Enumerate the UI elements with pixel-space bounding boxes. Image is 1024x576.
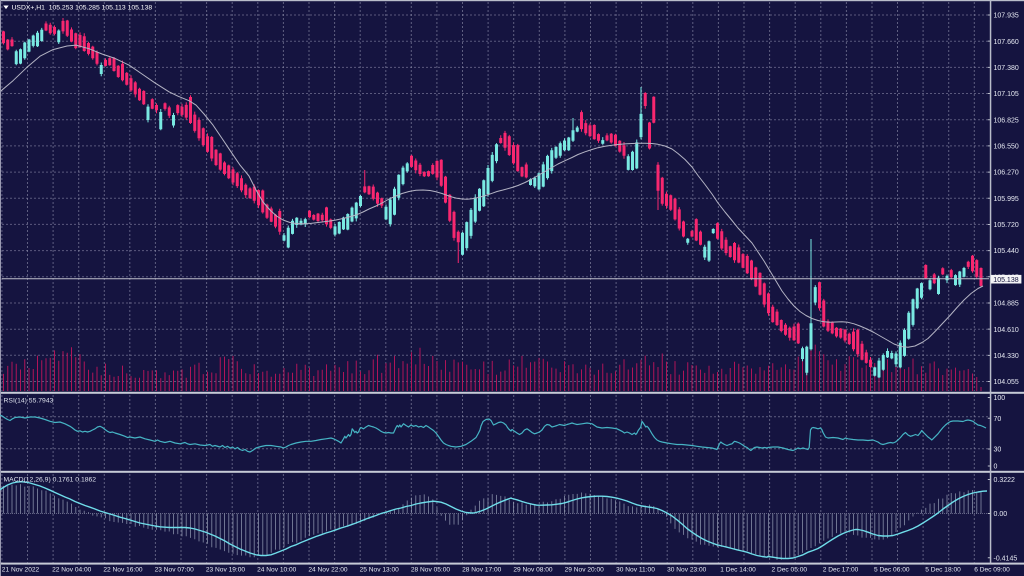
svg-text:100: 100 [994, 395, 1006, 402]
svg-text:USDX+,H1 105.253 105.285 105.: USDX+,H1 105.253 105.285 105.113 105.138 [12, 5, 153, 12]
svg-text:107.105: 107.105 [994, 91, 1019, 98]
svg-text:0: 0 [994, 464, 998, 471]
svg-text:104.610: 104.610 [994, 327, 1019, 334]
svg-text:107.935: 107.935 [994, 13, 1019, 20]
svg-text:30: 30 [994, 447, 1002, 454]
svg-text:RSI(14) 55.7943: RSI(14) 55.7943 [4, 397, 54, 404]
svg-text:107.380: 107.380 [994, 65, 1019, 72]
svg-text:-0.4145: -0.4145 [994, 555, 1018, 562]
svg-text:30 Nov 23:00: 30 Nov 23:00 [667, 567, 707, 574]
svg-text:28 Nov 05:00: 28 Nov 05:00 [411, 567, 451, 574]
svg-text:5 Dec 18:00: 5 Dec 18:00 [925, 567, 961, 574]
svg-text:107.660: 107.660 [994, 39, 1019, 46]
svg-text:104.885: 104.885 [994, 301, 1019, 308]
svg-text:6 Dec 09:00: 6 Dec 09:00 [974, 567, 1010, 574]
svg-text:0.00: 0.00 [994, 511, 1008, 518]
svg-text:29 Nov 20:00: 29 Nov 20:00 [565, 567, 605, 574]
svg-text:22 Nov 16:00: 22 Nov 16:00 [103, 567, 143, 574]
svg-text:106.270: 106.270 [994, 170, 1019, 177]
svg-text:105.440: 105.440 [994, 248, 1019, 255]
svg-text:24 Nov 10:00: 24 Nov 10:00 [257, 567, 297, 574]
svg-text:2 Dec 05:00: 2 Dec 05:00 [771, 567, 807, 574]
svg-text:0.3222: 0.3222 [994, 477, 1016, 484]
svg-text:106.825: 106.825 [994, 117, 1019, 124]
svg-text:104.055: 104.055 [994, 379, 1019, 386]
svg-text:23 Nov 19:00: 23 Nov 19:00 [206, 567, 246, 574]
svg-text:1 Dec 14:00: 1 Dec 14:00 [720, 567, 756, 574]
svg-text:105.720: 105.720 [994, 222, 1019, 229]
svg-text:30 Nov 11:00: 30 Nov 11:00 [616, 567, 655, 574]
svg-text:104.330: 104.330 [994, 353, 1019, 360]
svg-text:106.550: 106.550 [994, 144, 1019, 151]
svg-text:23 Nov 07:00: 23 Nov 07:00 [155, 567, 195, 574]
svg-text:24 Nov 22:00: 24 Nov 22:00 [308, 567, 348, 574]
svg-text:105.138: 105.138 [993, 277, 1018, 284]
svg-text:21 Nov 2022: 21 Nov 2022 [2, 567, 40, 574]
svg-text:70: 70 [994, 416, 1002, 423]
svg-text:105.995: 105.995 [994, 196, 1019, 203]
svg-text:5 Dec 06:00: 5 Dec 06:00 [874, 567, 910, 574]
svg-text:2 Dec 17:00: 2 Dec 17:00 [823, 567, 859, 574]
svg-text:25 Nov 13:00: 25 Nov 13:00 [360, 567, 400, 574]
svg-text:22 Nov 04:00: 22 Nov 04:00 [52, 567, 92, 574]
svg-text:MACD(12,26,9) 0.1761 0.1862: MACD(12,26,9) 0.1761 0.1862 [4, 477, 97, 484]
svg-text:29 Nov 08:00: 29 Nov 08:00 [513, 567, 553, 574]
svg-text:28 Nov 17:00: 28 Nov 17:00 [462, 567, 502, 574]
